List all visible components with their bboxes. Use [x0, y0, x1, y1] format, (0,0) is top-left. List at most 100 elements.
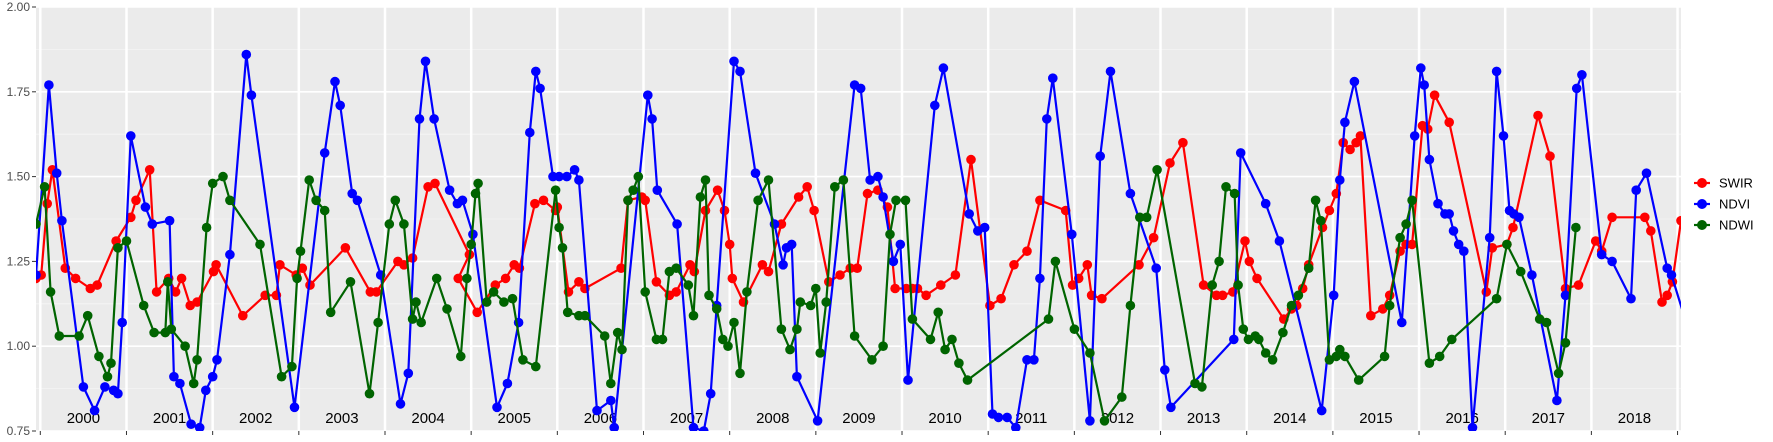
- data-point-ndvi: [1607, 256, 1617, 267]
- series-ndvi: [36, 49, 1728, 431]
- data-point-ndwi: [1395, 232, 1405, 243]
- data-point-ndvi: [878, 192, 888, 202]
- data-point-swir: [651, 277, 662, 287]
- data-point-ndvi: [643, 90, 653, 100]
- data-point-ndwi: [45, 287, 56, 297]
- data-point-ndvi: [1718, 94, 1728, 104]
- data-point-ndwi: [1384, 300, 1395, 311]
- data-point-swir: [802, 182, 812, 192]
- data-point-ndvi: [652, 185, 663, 195]
- data-point-swir: [1662, 290, 1672, 301]
- data-point-ndwi: [718, 334, 728, 345]
- data-point-ndwi: [1135, 212, 1145, 223]
- data-point-ndvi: [1125, 188, 1136, 199]
- data-point-ndwi: [657, 334, 668, 345]
- data-point-ndwi: [1316, 215, 1326, 226]
- legend-item-ndwi: NDWI: [1694, 218, 1754, 233]
- data-point-ndwi: [121, 236, 132, 246]
- data-point-ndvi: [1560, 290, 1571, 301]
- data-point-ndwi: [795, 297, 806, 307]
- data-point-ndwi: [192, 355, 202, 365]
- data-point-swir: [996, 293, 1006, 304]
- data-point-ndvi: [44, 80, 54, 90]
- data-point-ndwi: [792, 324, 802, 335]
- data-point-ndvi: [1274, 236, 1285, 246]
- data-point-swir: [151, 287, 162, 297]
- data-point-ndwi: [1197, 382, 1207, 392]
- year-labels: 2000 2001 2002 2003 2004 2005 2006 2007 2008 2009…: [67, 410, 1651, 427]
- data-point-swir: [1429, 90, 1440, 100]
- data-point-ndwi: [1207, 280, 1217, 290]
- data-point-ndvi: [289, 402, 300, 413]
- year-label: 2006: [584, 410, 617, 427]
- data-point-ndvi: [395, 399, 406, 409]
- data-point-ndwi: [729, 317, 739, 328]
- data-point-swir: [921, 290, 931, 301]
- year-label: 2001: [153, 410, 186, 427]
- data-point-swir: [1324, 205, 1335, 216]
- data-point-ndwi: [557, 243, 568, 253]
- data-point-ndwi: [640, 287, 650, 297]
- data-point-ndwi: [82, 310, 93, 321]
- data-point-ndvi: [1349, 76, 1360, 87]
- data-point-ndwi: [562, 307, 573, 318]
- data-point-swir: [1590, 236, 1601, 246]
- data-point-ndwi: [507, 293, 518, 304]
- year-label: 2009: [842, 410, 875, 427]
- data-point-swir: [936, 280, 946, 290]
- data-point-ndvi: [1151, 263, 1161, 274]
- y-tick-label: 1.00: [7, 339, 31, 353]
- data-point-swir: [835, 270, 845, 280]
- data-point-swir: [1148, 232, 1159, 243]
- data-point-ndwi: [345, 277, 356, 287]
- data-point-ndvi: [1448, 226, 1459, 236]
- data-point-ndwi: [742, 287, 752, 297]
- data-point-ndvi: [1596, 249, 1607, 260]
- year-label: 2010: [928, 410, 961, 427]
- data-point-ndwi: [580, 310, 590, 321]
- legend: SWIR NDVI NDWI: [1694, 176, 1754, 233]
- data-point-ndwi: [815, 348, 825, 358]
- data-point-ndwi: [1214, 256, 1224, 267]
- data-point-ndwi: [456, 351, 466, 362]
- legend-key-point: [1697, 220, 1707, 230]
- data-point-ndwi: [849, 331, 860, 341]
- year-label: 2008: [756, 410, 789, 427]
- data-point-ndvi: [201, 385, 211, 396]
- data-point-ndvi: [1085, 416, 1095, 426]
- data-point-ndwi: [1229, 188, 1240, 199]
- data-point-ndvi: [964, 209, 974, 219]
- y-tick-label: 0.75: [7, 424, 31, 438]
- data-point-ndvi: [212, 355, 222, 365]
- data-point-ndvi: [78, 382, 89, 392]
- data-point-ndvi: [186, 419, 196, 430]
- data-point-ndwi: [1340, 351, 1350, 362]
- data-point-swir: [70, 273, 81, 284]
- data-point-swir: [371, 287, 382, 297]
- data-point-ndwi: [488, 287, 499, 297]
- series-layer: [36, 49, 1728, 431]
- data-point-swir: [1345, 144, 1355, 155]
- data-point-ndwi: [149, 327, 159, 338]
- data-point-ndwi: [106, 358, 116, 369]
- data-point-ndwi: [188, 378, 199, 389]
- data-point-ndvi: [1067, 229, 1077, 240]
- data-point-ndvi: [812, 416, 823, 426]
- data-point-ndwi: [518, 355, 528, 365]
- series-ndwi: [36, 165, 1581, 426]
- year-label: 2011: [1015, 410, 1047, 427]
- data-point-ndwi: [364, 388, 375, 399]
- data-point-ndwi: [1401, 219, 1411, 229]
- data-point-ndwi: [1560, 338, 1571, 348]
- data-point-ndvi: [1022, 355, 1032, 365]
- data-point-ndwi: [962, 375, 973, 385]
- data-point-ndvi: [930, 100, 940, 111]
- data-point-ndvi: [457, 195, 468, 206]
- data-point-ndwi: [499, 297, 509, 307]
- data-point-ndwi: [390, 195, 401, 206]
- data-point-swir: [1198, 280, 1209, 290]
- data-point-ndvi: [865, 175, 875, 185]
- y-axis: 0.75 1.00 1.25 1.50 1.75 2.00: [7, 0, 36, 438]
- data-point-ndvi: [1042, 114, 1052, 124]
- data-point-ndwi: [218, 171, 228, 182]
